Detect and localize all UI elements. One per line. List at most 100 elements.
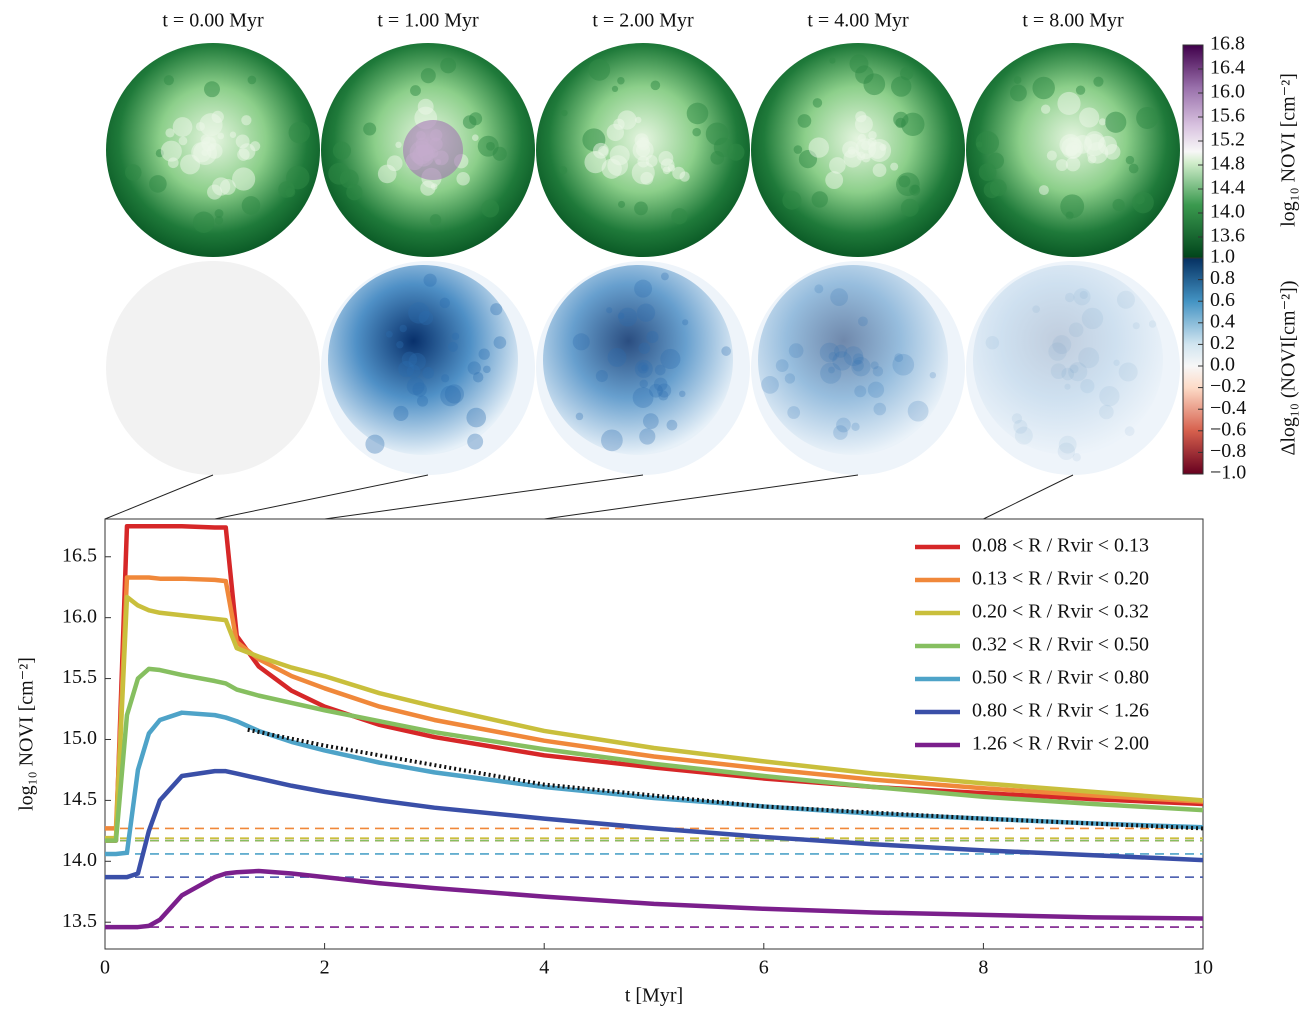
panel-title: t = 8.00 Myr xyxy=(1022,10,1124,32)
map-texture xyxy=(559,166,568,175)
map-texture xyxy=(635,142,651,158)
map-texture xyxy=(165,128,175,138)
map-texture xyxy=(346,184,363,201)
map-texture xyxy=(851,357,871,377)
map-texture xyxy=(1079,107,1100,128)
map-texture xyxy=(572,333,590,351)
map-texture xyxy=(456,172,470,186)
series-line xyxy=(105,594,1204,841)
map-texture xyxy=(332,141,351,160)
map-texture xyxy=(775,359,789,372)
map-texture xyxy=(828,366,835,374)
map-texture xyxy=(410,85,421,96)
map-texture xyxy=(646,330,659,344)
map-texture xyxy=(493,336,507,349)
map-texture xyxy=(641,364,648,372)
map-texture xyxy=(868,131,877,140)
series-line xyxy=(105,768,1204,880)
map-texture xyxy=(1084,131,1105,151)
map-texture xyxy=(793,145,803,154)
panel-title: t = 4.00 Myr xyxy=(807,10,909,32)
map-texture xyxy=(638,342,651,354)
map-texture xyxy=(666,419,678,431)
map-texture xyxy=(471,134,479,142)
map-texture xyxy=(1052,335,1072,355)
colorbar-tick-label: 14.4 xyxy=(1210,177,1245,199)
map-texture xyxy=(199,113,223,137)
map-texture xyxy=(1105,111,1127,133)
map-texture xyxy=(653,377,668,392)
map-texture xyxy=(232,167,256,191)
map-texture xyxy=(852,359,864,372)
map-texture xyxy=(901,112,925,137)
map-texture xyxy=(417,98,434,115)
map-texture xyxy=(867,137,877,148)
map-texture xyxy=(420,68,436,84)
y-tick-label: 14.0 xyxy=(62,849,97,871)
map-texture xyxy=(1068,362,1088,382)
map-texture xyxy=(636,303,656,322)
map-texture xyxy=(985,335,1000,350)
colorbars: 13.614.014.414.815.215.616.016.416.8 log₁… xyxy=(1182,33,1300,484)
x-tick-label: 2 xyxy=(320,957,330,979)
map-texture xyxy=(1058,435,1077,454)
map-texture xyxy=(830,288,849,307)
x-tick-label: 10 xyxy=(1193,957,1213,979)
map-texture xyxy=(892,353,915,376)
map-texture xyxy=(191,142,212,163)
map-texture xyxy=(710,150,725,165)
map-texture xyxy=(1124,426,1135,437)
map-texture xyxy=(412,382,427,397)
map-texture xyxy=(657,383,672,398)
map-texture xyxy=(976,141,983,148)
map-texture xyxy=(782,190,802,210)
map-texture xyxy=(451,332,460,341)
y-tick-label: 15.0 xyxy=(62,727,97,749)
colorbar-tick-label: 0.4 xyxy=(1210,310,1235,332)
map-texture xyxy=(671,208,688,225)
map-texture xyxy=(833,425,848,440)
legend-label: 0.20 < R / Rvir < 0.32 xyxy=(972,601,1149,623)
map-texture xyxy=(1081,307,1104,330)
map-texture xyxy=(828,352,838,361)
map-texture xyxy=(819,342,840,363)
map-texture xyxy=(829,157,846,174)
map-texture xyxy=(439,297,450,309)
time-connector xyxy=(214,474,429,520)
map-texture xyxy=(575,412,584,421)
map-texture xyxy=(618,307,638,327)
map-texture xyxy=(214,209,224,218)
panel-title: t = 0.00 Myr xyxy=(162,10,264,32)
map-texture xyxy=(1050,363,1067,379)
map-texture xyxy=(784,373,796,384)
colorbar xyxy=(1182,44,1204,259)
colorbar-tick-label: 13.6 xyxy=(1210,225,1245,247)
difference-core xyxy=(328,265,518,455)
map-texture xyxy=(395,141,402,149)
map-texture xyxy=(1112,198,1125,212)
series-line xyxy=(105,666,1204,843)
map-texture xyxy=(811,191,828,208)
colorbar-tick-label: 0.8 xyxy=(1210,267,1235,289)
map-texture xyxy=(909,184,921,196)
y-axis-label: log₁₀ NOVI [cm⁻²] xyxy=(16,657,38,811)
map-texture xyxy=(617,110,637,130)
map-texture xyxy=(204,81,220,98)
map-texture xyxy=(1099,386,1120,407)
legend-label: 0.50 < R / Rvir < 0.80 xyxy=(972,667,1149,689)
map-texture xyxy=(601,158,622,179)
map-texture xyxy=(1075,85,1086,95)
map-texture xyxy=(167,157,179,169)
map-texture xyxy=(1073,288,1091,306)
map-texture xyxy=(1060,194,1085,219)
map-texture xyxy=(855,111,867,123)
map-texture xyxy=(448,341,458,352)
map-texture xyxy=(1010,84,1027,102)
series-line xyxy=(105,868,1204,930)
y-tick-label: 16.5 xyxy=(62,544,97,566)
map-texture xyxy=(241,115,252,126)
map-texture xyxy=(1093,76,1104,87)
map-texture xyxy=(634,116,642,124)
colorbar-tick-label: 16.4 xyxy=(1210,57,1245,79)
map-texture xyxy=(588,58,611,81)
